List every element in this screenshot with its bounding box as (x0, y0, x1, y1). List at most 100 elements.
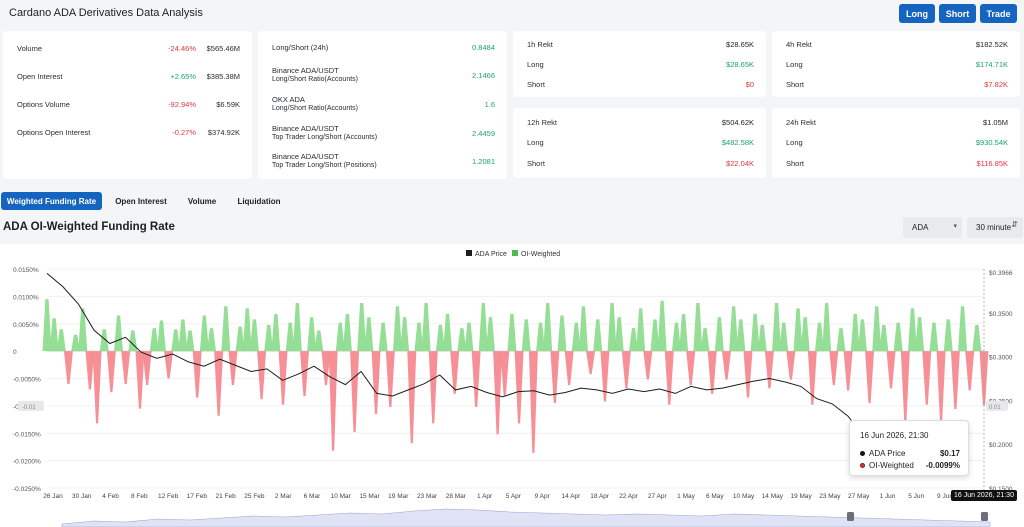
chart-tooltip: 16 Jun 2026, 21:30 ADA Price $0.17 OI-We… (849, 420, 969, 476)
funding-bar-negative (385, 351, 395, 407)
funding-bar-negative (328, 351, 338, 451)
legend-label: ADA Price (475, 251, 507, 258)
funding-bar-positive (800, 317, 810, 352)
tooltip-date: 16 Jun 2026, 21:30 (860, 431, 929, 440)
y-right-tick-label: $0.2000 (989, 442, 1013, 449)
chart-title: ADA OI-Weighted Funding Rate (3, 221, 175, 233)
funding-bar-positive (857, 319, 867, 352)
funding-bar-positive (650, 319, 660, 352)
y-right-tick-label: $0.1500 (989, 486, 1013, 493)
price-line (46, 273, 959, 471)
tab-weighted-funding-rate[interactable]: Weighted Funding Rate (1, 192, 102, 210)
rekt-long-label: Long (786, 138, 803, 147)
trade-button[interactable]: Trade (980, 4, 1017, 23)
rekt-title: 12h Rekt (527, 118, 558, 127)
coin-select[interactable]: ADA ▾ (903, 217, 962, 238)
funding-bar-positive (178, 319, 188, 352)
funding-bar-negative (450, 351, 460, 394)
funding-bar-positive (56, 329, 66, 352)
tooltip-price-label: ADA Price (869, 449, 906, 458)
stat-change: -24.46% (168, 44, 196, 53)
funding-bar-negative (300, 351, 309, 397)
funding-bar-negative (550, 351, 560, 404)
funding-bar-positive (836, 328, 846, 352)
stat-row-volume: Volume -24.46% $565.46M (3, 44, 252, 56)
top-bar: Cardano ADA Derivatives Data Analysis Lo… (0, 0, 1024, 28)
funding-bar-positive (443, 313, 453, 352)
funding-bar-negative (500, 351, 510, 397)
funding-bar-negative (278, 351, 288, 405)
rekt-short-value: $0 (745, 80, 754, 89)
rekt-short-label: Short (786, 159, 804, 168)
tab-open-interest[interactable]: Open Interest (115, 196, 167, 206)
ratio-label: Binance ADA/USDT (272, 66, 339, 75)
ratio-value: 1.6 (484, 100, 495, 109)
funding-bar-negative (886, 351, 896, 389)
ratio-row: Binance ADA/USDT Top Trader Long/Short (… (258, 152, 507, 169)
ratio-label: Binance ADA/USDT (272, 124, 339, 133)
x-tick-label: 26 Jan (43, 493, 63, 500)
funding-bar-negative (643, 351, 653, 380)
x-tick-label: 10 May (733, 493, 755, 500)
y-left-tick-label: -0.0150% (13, 431, 41, 438)
tab-volume[interactable]: Volume (187, 196, 217, 206)
ratio-value: 2.1466 (472, 71, 495, 80)
rekt-card-12h: 12h Rekt $504.62K Long $482.58K Short $22.0… (513, 108, 766, 178)
funding-bar-positive (335, 322, 345, 352)
funding-bar-positive (750, 313, 760, 352)
funding-bar-positive (292, 302, 302, 352)
funding-bar-positive (822, 302, 832, 352)
funding-rate-chart[interactable]: 0.0150%0.0100%0.0050%0-0.0050%-0.0100%-0… (0, 244, 1024, 527)
funding-bar-positive (657, 300, 667, 352)
rekt-card-1h: 1h Rekt $28.65K Long $28.65K Short $0 (513, 31, 766, 97)
funding-bar-positive (464, 322, 474, 352)
long-short-card: Long/Short (24h) 0.8484 Binance ADA/USDT… (258, 31, 507, 179)
funding-bar-positive (543, 302, 553, 352)
rekt-short-value: $22.04K (726, 159, 754, 168)
x-tick-label: 22 Apr (619, 493, 639, 500)
funding-bar-negative (936, 351, 946, 422)
funding-bar-positive (671, 322, 681, 352)
stat-label: Options Volume (17, 100, 70, 109)
ratio-label: OKX ADA (272, 95, 305, 104)
interval-select[interactable]: 30 minute ⇵ (967, 217, 1023, 238)
short-button[interactable]: Short (939, 4, 976, 23)
crosshair-x-label: 16 Jun 2026, 21:30 (951, 490, 1017, 501)
funding-bar-negative (528, 351, 538, 453)
legend-swatch (466, 250, 472, 256)
funding-bar-negative (900, 351, 910, 422)
stat-value: $385.38M (206, 72, 240, 81)
interval-select-value: 30 minute (976, 223, 1012, 232)
funding-bar-positive (378, 322, 388, 352)
stat-change: +2.65% (170, 72, 196, 81)
x-tick-label: 15 Mar (359, 493, 380, 500)
stat-row-options-open-interest: Options Open Interest -0.27% $374.92K (3, 128, 252, 140)
ratio-value: 1.2081 (472, 157, 495, 166)
tooltip-rate-row: OI-Weighted -0.0099% (860, 461, 960, 472)
funding-bar-positive (578, 306, 588, 352)
tooltip-price-value: $0.17 (939, 449, 960, 458)
x-tick-label: 5 Apr (506, 493, 522, 500)
funding-bar-negative (586, 351, 596, 375)
rekt-card-4h: 4h Rekt $182.52K Long $174.71K Short $7.82K (772, 31, 1020, 97)
y-right-tick-label: $0.3500 (989, 311, 1013, 318)
funding-bar-negative (257, 351, 267, 400)
funding-bar-negative (471, 351, 481, 407)
y-left-tick-label: -0.0250% (13, 486, 41, 493)
rekt-long-value: $174.71K (975, 60, 1008, 69)
funding-bar-positive (636, 308, 646, 352)
funding-bar-negative (106, 351, 116, 393)
ratio-label: Long/Short (24h) (272, 43, 329, 52)
rekt-title: 4h Rekt (786, 40, 812, 49)
funding-bar-negative (192, 351, 202, 398)
funding-bar-positive (285, 322, 295, 352)
y-right-tick-label: $0.3966 (989, 270, 1013, 277)
ratio-row: Long/Short (24h) 0.8484 (258, 43, 507, 55)
funding-bar-negative (164, 351, 174, 379)
tab-liquidation[interactable]: Liquidation (237, 196, 281, 206)
y-left-tick-label: 0 (13, 349, 17, 356)
funding-bar-negative (121, 351, 131, 384)
long-button[interactable]: Long (899, 4, 935, 23)
funding-bar-positive (71, 334, 81, 352)
funding-bar-positive (242, 308, 252, 352)
